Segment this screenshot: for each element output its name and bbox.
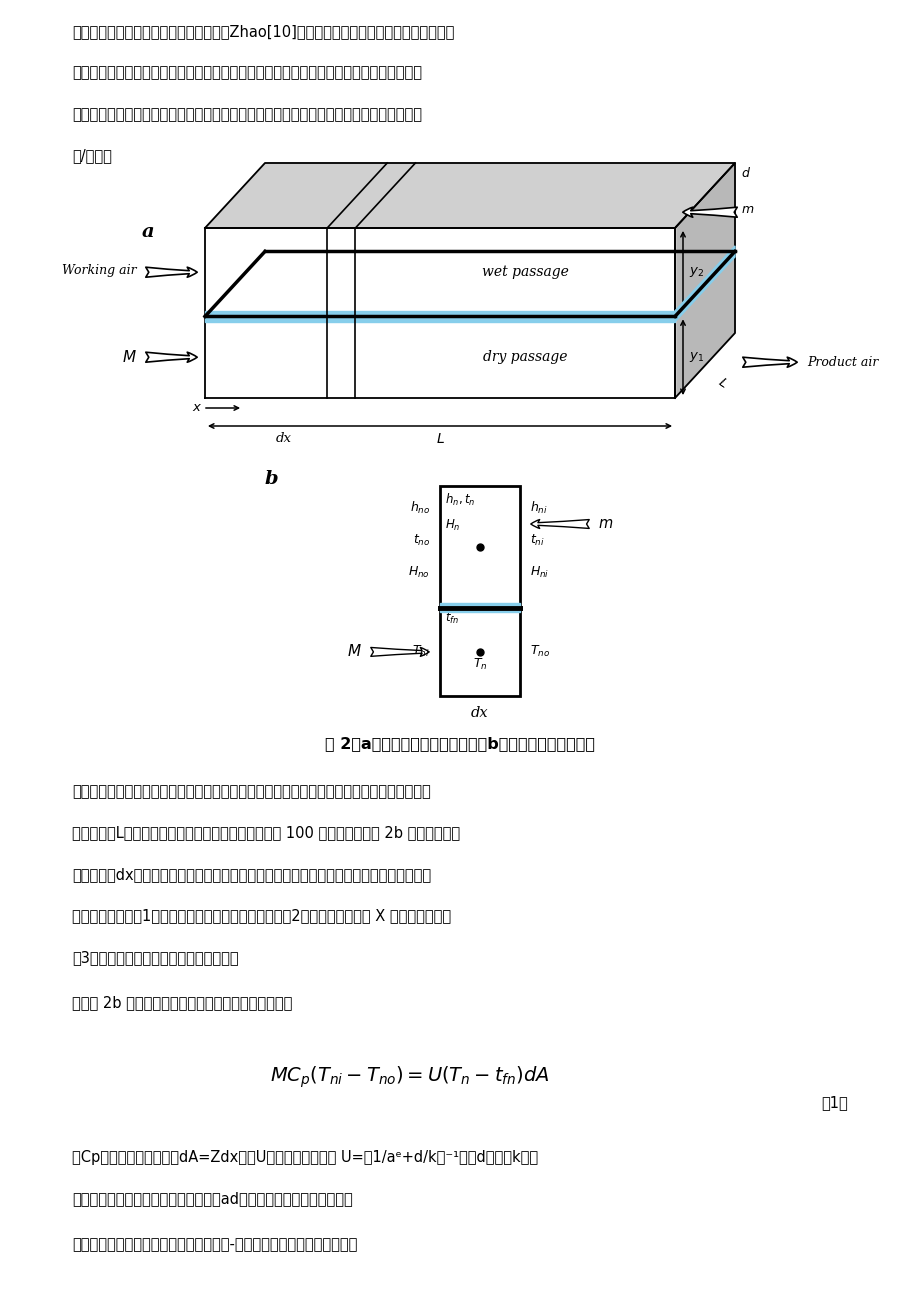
Text: $m$: $m$: [597, 517, 613, 531]
Text: $h_{ni}$: $h_{ni}$: [529, 500, 547, 516]
Text: 维、陶瓷、沩石和石碳，这些都有可能被用作间接蒸发冷却器热质交换介质。他们的结论是: 维、陶瓷、沩石和石碳，这些都有可能被用作间接蒸发冷却器热质交换介质。他们的结论是: [72, 65, 422, 81]
Polygon shape: [675, 246, 734, 322]
Text: 构/材料。: 构/材料。: [72, 148, 112, 164]
Polygon shape: [205, 228, 675, 398]
Polygon shape: [439, 603, 519, 612]
Text: wet passage: wet passage: [482, 266, 568, 279]
Text: （1）: （1）: [821, 1095, 847, 1111]
Text: 设使问题简化：（1）假设冷却器和环境很好的绵缘；（2）忽略壁和水膜在 X 方向的热传导；: 设使问题简化：（1）假设冷却器和环境很好的绵缘；（2）忽略壁和水膜在 X 方向的…: [72, 909, 450, 923]
Text: （3）每个通道内的热质交换系数是常数。: （3）每个通道内的热质交换系数是常数。: [72, 950, 238, 965]
Text: 相对于其他的材料，灯芯结构（烧结、网格、开槽或晶须）的金属（锄或铝）是最适当的结: 相对于其他的材料，灯芯结构（烧结、网格、开槽或晶须）的金属（锄或铝）是最适当的结: [72, 107, 422, 122]
Text: 由具有较高的保水能力的多孔介质制作。Zhao[10]等人研究了许多类型的材料，即金属、纤: 由具有较高的保水能力的多孔介质制作。Zhao[10]等人研究了许多类型的材料，即…: [72, 23, 454, 39]
Polygon shape: [205, 311, 675, 322]
Text: $H_{ni}$: $H_{ni}$: [529, 565, 549, 579]
Text: b: b: [265, 470, 278, 488]
Text: $M$: $M$: [346, 643, 361, 659]
Text: dry passage: dry passage: [482, 350, 567, 365]
Text: 却器长度（L）被分成小的单元（在这个解决方案中有 100 个单元）。如图 2b 所示，一个单: 却器长度（L）被分成小的单元（在这个解决方案中有 100 个单元）。如图 2b …: [72, 825, 460, 841]
Text: $H_{no}$: $H_{no}$: [408, 565, 429, 579]
Text: $y_1$: $y_1$: [688, 350, 703, 365]
Text: $h_n,t_n$: $h_n,t_n$: [445, 492, 475, 508]
Text: $y_2$: $y_2$: [688, 266, 703, 279]
Bar: [439, 486, 519, 697]
Text: $L$: $L$: [435, 432, 444, 447]
Text: 图 2b 为单元，干通道内的空气将热量传递给水膜: 图 2b 为单元，干通道内的空气将热量传递给水膜: [72, 996, 292, 1010]
Text: 湿通道内流动的空气，空气流和空气-水介面之间由显热和潜热部分：: 湿通道内流动的空气，空气流和空气-水介面之间由显热和潜热部分：: [72, 1237, 357, 1253]
Text: Working air: Working air: [62, 264, 137, 277]
Text: $t_{fn}$: $t_{fn}$: [445, 611, 459, 626]
Polygon shape: [205, 163, 734, 228]
Text: Product air: Product air: [806, 355, 878, 368]
Text: （Cp）是空气的比热容，dA=Zdx。（U）是总热传递系数 U=（1/aᵉ+d/k）⁻¹，（d）和（k）分: （Cp）是空气的比热容，dA=Zdx。（U）是总热传递系数 U=（1/aᵉ+d/…: [72, 1150, 538, 1165]
Text: 元的长度（dx）包含三个节点（干空气、湿空气和水膜）。每个单元保持热质平衡，以下假: 元的长度（dx）包含三个节点（干空气、湿空气和水膜）。每个单元保持热质平衡，以下…: [72, 867, 431, 881]
Text: $x$: $x$: [191, 401, 202, 414]
Text: dx: dx: [471, 706, 488, 720]
Text: 别是薄壁的厚度和水膜的导热系数，（ad）是干空气侧对流传热系数。: 别是薄壁的厚度和水膜的导热系数，（ad）是干空气侧对流传热系数。: [72, 1191, 352, 1207]
Polygon shape: [675, 163, 734, 398]
Text: $T_{no}$: $T_{no}$: [529, 644, 550, 659]
Text: $t_{ni}$: $t_{ni}$: [529, 533, 544, 548]
Text: $M$: $M$: [122, 349, 137, 365]
Text: $m$: $m$: [740, 203, 754, 216]
Text: dx: dx: [276, 432, 292, 445]
Text: a: a: [142, 223, 154, 241]
Text: $T_{ni}$: $T_{ni}$: [412, 644, 429, 659]
Text: $t_{no}$: $t_{no}$: [412, 533, 429, 548]
Text: 通过一维模型计算出温度的局部分布，蒸发空气冷却器内的焚和湿度。找到解决方案，冷: 通过一维模型计算出温度的局部分布，蒸发空气冷却器内的焚和湿度。找到解决方案，冷: [72, 784, 430, 799]
Text: $L$: $L$: [714, 375, 729, 391]
Text: $T_n$: $T_n$: [472, 658, 487, 672]
Text: $H_n$: $H_n$: [445, 518, 460, 533]
Text: $d$: $d$: [740, 165, 750, 180]
Text: $MC_p(T_{ni}-T_{no})=U\left(T_n-t_{fn}\right)dA$: $MC_p(T_{ni}-T_{no})=U\left(T_n-t_{fn}\r…: [270, 1065, 550, 1091]
Text: 图 2（a）间接蒸发空气冷却器，（b）将冷却器分开成单元: 图 2（a）间接蒸发空气冷却器，（b）将冷却器分开成单元: [324, 736, 595, 751]
Text: $h_{no}$: $h_{no}$: [409, 500, 429, 516]
